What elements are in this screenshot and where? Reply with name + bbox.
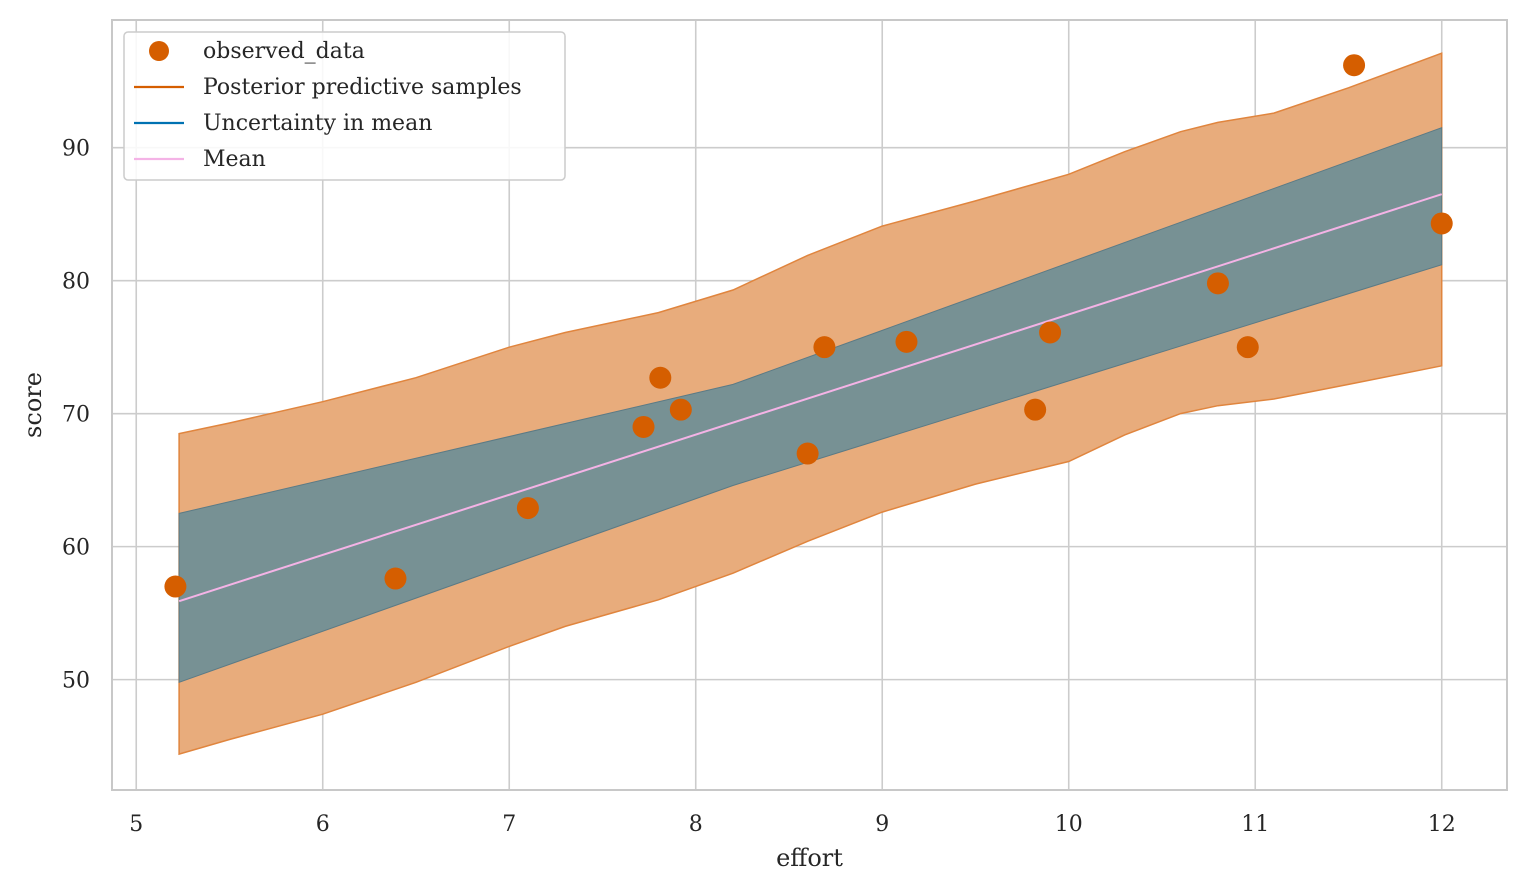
x-tick-label: 7 [502,812,516,837]
x-tick-label: 6 [316,812,330,837]
bands [178,52,1443,756]
legend-entry-label: Posterior predictive samples [203,75,522,100]
observed-point [813,336,836,359]
observed-point [1024,398,1047,421]
observed-points [164,54,1453,598]
mean-line [178,193,1443,603]
observed-point [516,497,539,520]
observed-point [1039,321,1062,344]
observed-point [164,575,187,598]
x-tick-label: 9 [875,812,889,837]
y-tick-label: 50 [62,669,90,694]
y-tick-labels: 50 60 70 80 90 [62,137,90,694]
observed-point [796,442,819,465]
legend-entry-label: Uncertainty in mean [203,111,432,136]
x-tick-label: 8 [689,812,703,837]
legend: observed_data Posterior predictive sample… [123,31,566,181]
y-tick-label: 90 [62,137,90,162]
y-tick-label: 80 [62,270,90,295]
x-axis-label: effort [776,844,843,872]
observed-point [669,398,692,421]
legend-entry-label: Mean [203,147,266,172]
observed-point [1236,336,1259,359]
x-tick-label: 10 [1055,812,1083,837]
lines [178,193,1443,603]
observed-point [384,567,407,590]
x-tick-label: 12 [1428,812,1456,837]
observed-point [649,366,672,389]
x-tick-labels: 5 6 7 8 9 10 11 12 [129,812,1455,837]
legend-marker-circle [149,41,169,61]
observed-point [632,415,655,438]
y-axis-label: score [19,372,47,438]
mean-uncertainty-band [178,126,1443,684]
x-tick-label: 11 [1241,812,1269,837]
observed-point [1206,272,1229,295]
y-tick-label: 60 [62,536,90,561]
y-tick-label: 70 [62,403,90,428]
legend-entry-label: observed_data [203,39,365,64]
observed-point [1343,54,1366,77]
x-tick-label: 5 [129,812,143,837]
plot-frame [111,19,1508,791]
legend-box [123,31,566,181]
observed-point [1430,212,1453,235]
observed-point [895,330,918,353]
